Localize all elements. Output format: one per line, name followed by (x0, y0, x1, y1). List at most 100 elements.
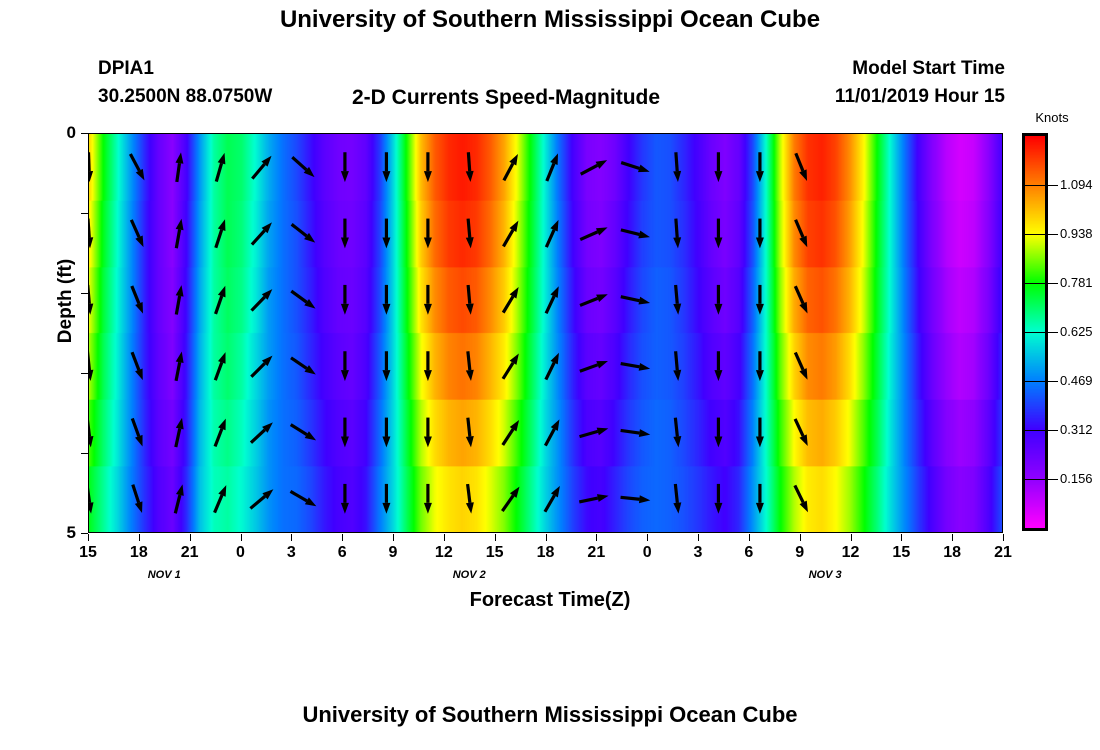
x-axis-tick-label: 18 (129, 544, 148, 561)
colorbar-segment-divider (1025, 185, 1045, 186)
current-vector-arrow (620, 295, 651, 305)
x-axis-tick-mark (443, 534, 445, 541)
current-vector-arrow (382, 218, 391, 249)
y-axis-tick-label: 0 (66, 123, 76, 142)
page-title: University of Southern Mississippi Ocean… (279, 6, 821, 33)
current-vector-arrow (502, 153, 518, 182)
current-vector-arrow (755, 152, 764, 183)
current-vector-arrow (714, 152, 723, 183)
current-vector-arrow (340, 218, 349, 249)
y-axis-tick-mark (81, 213, 88, 214)
current-vector-arrow (620, 428, 651, 437)
x-axis-tick-mark (1003, 534, 1004, 541)
model-start-time-label: Model Start Time (852, 58, 1005, 79)
current-vector-arrow (423, 483, 432, 514)
colorbar-tick-mark (1048, 234, 1058, 235)
colorbar-tick-label: 0.312 (1060, 422, 1093, 437)
current-vector-arrow (249, 422, 273, 444)
current-vector-arrow (423, 284, 432, 315)
colorbar-segment-divider (1025, 430, 1045, 431)
colorbar-tick-mark (1048, 381, 1058, 382)
current-vector-arrow (501, 287, 519, 314)
x-axis-tick-label: 6 (337, 544, 347, 561)
current-vector-arrow (423, 417, 432, 448)
current-vector-arrow (545, 153, 559, 182)
colorbar-tick-label: 1.094 (1060, 177, 1093, 192)
x-axis-day-label: NOV 1 (147, 569, 181, 581)
current-vector-arrow (214, 285, 226, 315)
current-vector-arrow (382, 284, 391, 315)
y-axis-tick-label: 5 (66, 523, 76, 542)
x-axis-tick-mark (647, 534, 649, 541)
x-axis-day-label: NOV 2 (452, 569, 486, 581)
x-axis-tick-label: 18 (943, 544, 962, 561)
y-axis-tick-mark (81, 293, 88, 294)
current-vector-arrow (755, 351, 764, 382)
current-vector-arrow (620, 495, 651, 504)
current-vector-arrow (793, 351, 808, 380)
x-axis-tick-label: 21 (180, 544, 199, 561)
colorbar-tick-label: 0.469 (1060, 373, 1093, 388)
current-vector-arrow (543, 419, 560, 447)
colorbar-segment-divider (1025, 381, 1045, 382)
current-vector-arrow (579, 227, 608, 242)
current-vector-arrow (89, 152, 94, 183)
current-vector-arrow (544, 219, 559, 248)
current-vector-arrow (578, 494, 609, 504)
page-footer-title: University of Southern Mississippi Ocean… (302, 702, 798, 727)
colorbar-tick-mark (1048, 185, 1058, 186)
current-vector-arrow (130, 351, 143, 381)
current-vector-arrow (174, 351, 184, 382)
current-vector-arrow (423, 351, 432, 382)
current-vector-arrow (714, 351, 723, 382)
current-vector-arrow (89, 351, 94, 382)
current-vector-arrow (714, 218, 723, 249)
current-vector-arrow (290, 289, 316, 309)
current-vector-arrow (340, 483, 349, 514)
current-vector-arrow (174, 218, 184, 249)
current-vector-arrow (250, 222, 272, 246)
colorbar-segment-divider (1025, 234, 1045, 235)
current-vector-arrow (714, 284, 723, 315)
current-vector-arrow (130, 285, 144, 314)
x-axis-tick-label: 18 (536, 544, 555, 561)
current-vector-arrow (214, 152, 226, 182)
x-axis-tick-mark (138, 534, 140, 541)
y-axis-tick-mark (81, 453, 88, 454)
colorbar-tick-mark (1048, 479, 1058, 480)
current-vector-arrow (340, 417, 349, 448)
current-vector-arrow (793, 285, 808, 314)
current-vector-arrow (289, 423, 317, 441)
colorbar-title: Knots (1035, 110, 1069, 125)
current-vector-arrow (465, 417, 474, 448)
current-vector-arrow (175, 152, 184, 183)
colorbar-segment-divider (1025, 283, 1045, 284)
colorbar-segment-divider (1025, 479, 1045, 480)
colorbar-tick-label: 0.781 (1060, 275, 1093, 290)
y-axis-tick-mark (81, 533, 88, 534)
colorbar-tick-mark (1048, 283, 1058, 284)
chart-subtitle: 2-D Currents Speed-Magnitude (352, 86, 661, 109)
current-vector-arrow (213, 352, 226, 381)
current-vector-arrow (129, 219, 144, 248)
current-vector-arrow (793, 418, 808, 447)
x-axis-tick-mark (698, 534, 699, 541)
current-vector-arrow (620, 161, 650, 173)
x-axis-tick-mark (901, 534, 903, 541)
model-start-time-value: 11/01/2019 Hour 15 (834, 86, 1005, 107)
colorbar-tick-mark (1048, 430, 1058, 431)
current-vector-arrow (579, 427, 609, 439)
x-axis-tick-mark (189, 534, 191, 541)
current-vector-arrow (673, 351, 682, 382)
current-vector-arrow (501, 419, 520, 446)
current-vector-arrow (131, 484, 143, 514)
current-vector-arrow (382, 351, 391, 382)
current-direction-vector-field (89, 152, 808, 514)
x-axis-tick-mark (240, 534, 242, 541)
current-vector-arrow (250, 289, 273, 312)
x-axis-tick-label: 0 (236, 544, 245, 561)
current-vector-arrow (465, 218, 474, 249)
x-axis-tick-mark (545, 534, 547, 541)
station-coordinates-label: 30.2500N 88.0750W (98, 86, 273, 107)
